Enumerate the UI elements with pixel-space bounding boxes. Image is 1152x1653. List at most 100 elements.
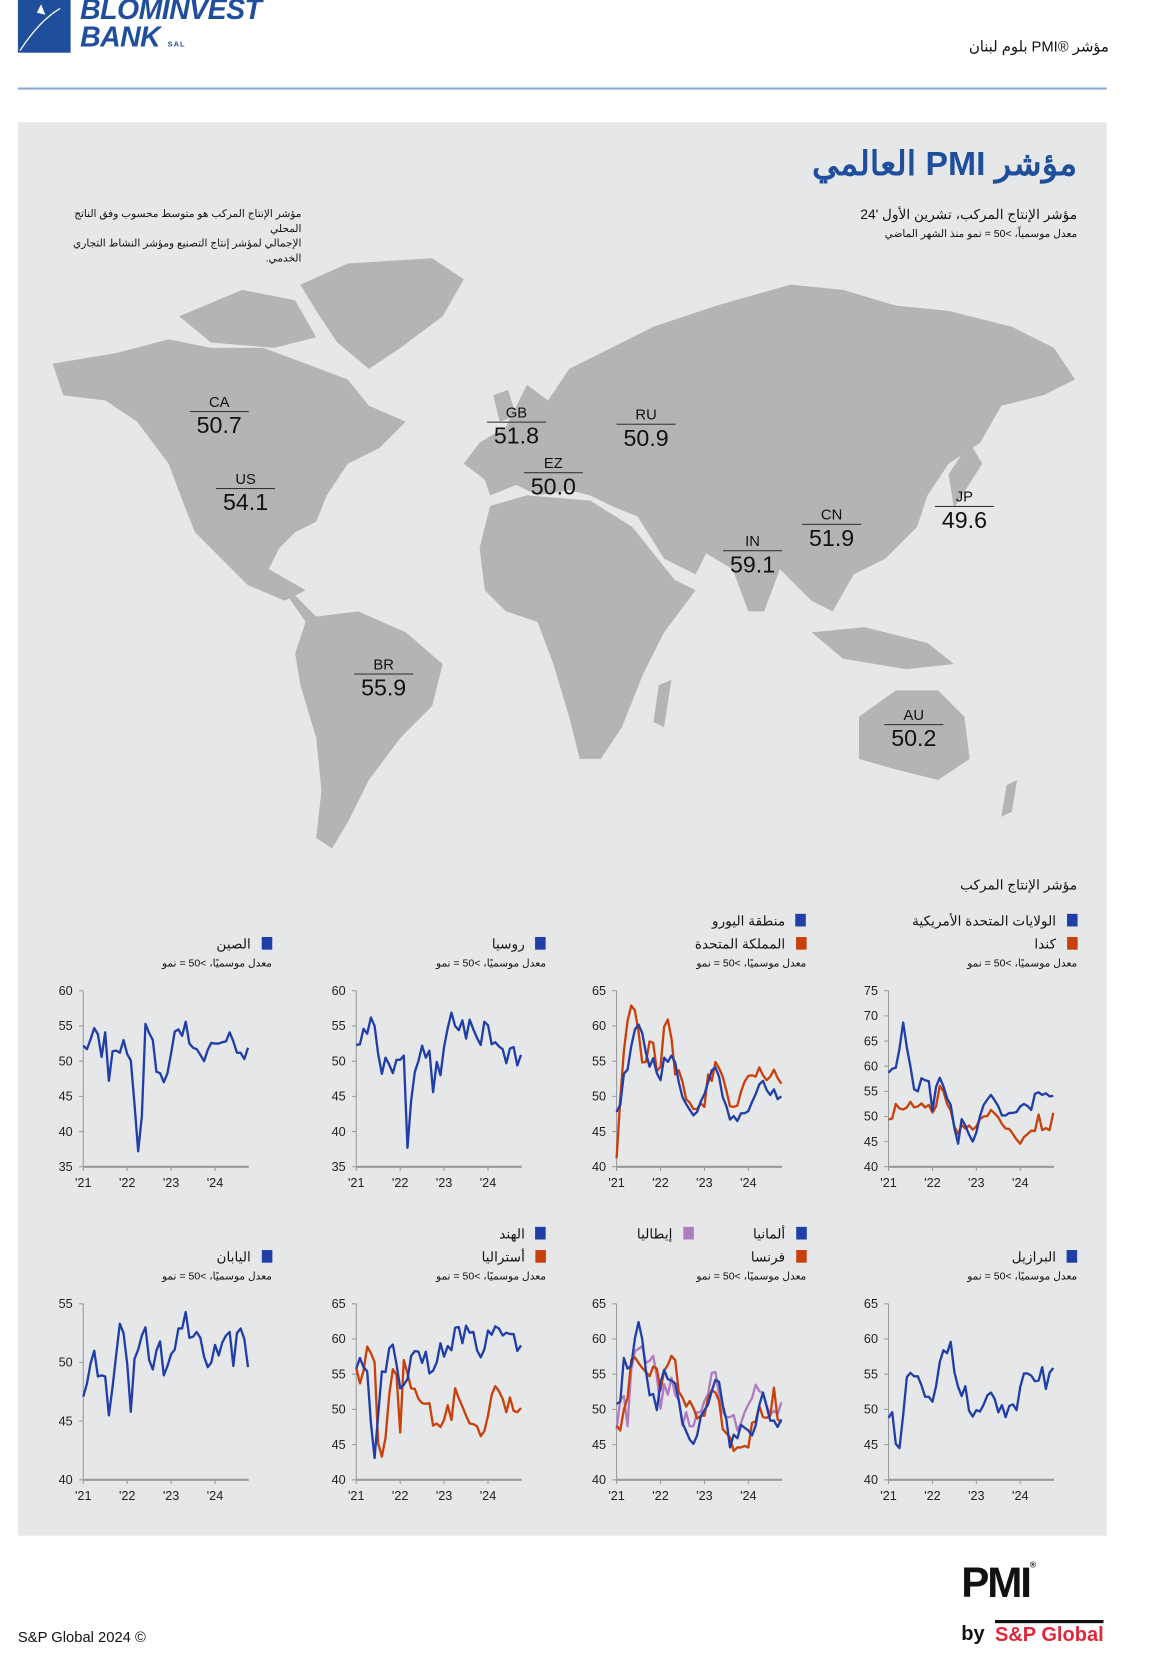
y-tick-label: 35 — [332, 1160, 346, 1174]
world-map — [52, 258, 1076, 849]
logo-arrow-icon — [19, 4, 61, 51]
map-australia — [859, 690, 970, 780]
report-name: مؤشر ®PMI بلوم لبنان — [968, 37, 1109, 55]
country-code: JP — [934, 489, 994, 507]
legend-label: ألمانيا — [753, 1225, 786, 1242]
y-tick-label: 40 — [332, 1125, 346, 1139]
country-code: RU — [616, 406, 676, 425]
country-code: GB — [486, 404, 546, 423]
x-tick-label: '22 — [119, 1489, 135, 1503]
legend-swatch — [795, 1250, 807, 1263]
y-tick-label: 55 — [864, 1085, 878, 1099]
map-south-america — [268, 569, 443, 849]
x-tick-label: '21 — [348, 1489, 364, 1503]
legend-label: الهند — [499, 1225, 525, 1242]
legend-item: روسيا — [492, 936, 546, 953]
map-japan — [948, 442, 983, 509]
x-tick-label: '24 — [480, 1176, 496, 1190]
series-line — [887, 1340, 1055, 1450]
map-canada-islands — [179, 289, 317, 348]
y-tick-label: 40 — [864, 1473, 878, 1487]
x-tick-label: '22 — [652, 1176, 668, 1190]
country-code: BR — [354, 656, 414, 675]
country-code: EZ — [523, 455, 583, 474]
legend-item: المملكة المتحدة — [695, 936, 807, 953]
legend-swatch — [795, 913, 807, 927]
y-tick-label: 50 — [332, 1054, 346, 1068]
y-tick-label: 40 — [332, 1473, 346, 1487]
pmi-value: 51.9 — [809, 524, 855, 552]
y-tick-label: 60 — [332, 984, 346, 998]
legend-label: أستراليا — [481, 1248, 525, 1265]
legend-item: إيطاليا — [637, 1226, 694, 1243]
line-chart: 40 45 50 55 60 65 '21 '22 '23 '24 — [864, 1297, 1055, 1503]
y-tick-label: 45 — [59, 1090, 73, 1104]
y-tick-label: 45 — [864, 1135, 878, 1149]
map-madagascar — [653, 679, 672, 728]
line-chart: 35 40 45 50 55 60 '21 '22 '23 '24 — [59, 984, 250, 1190]
legend-item: الولايات المتحدة الأمريكية — [912, 913, 1078, 930]
x-tick-label: '21 — [608, 1489, 624, 1503]
line-chart: 40 45 50 55 60 65 '21 '22 '23 '24 — [592, 1297, 783, 1503]
y-tick-label: 55 — [592, 1054, 606, 1068]
x-tick-label: '21 — [880, 1176, 896, 1190]
legend-swatch — [795, 937, 807, 950]
y-tick-label: 55 — [332, 1367, 346, 1381]
legend-label: الصين — [216, 935, 251, 952]
legend-label: فرنسا — [750, 1248, 786, 1265]
logo-suffix: SAL — [167, 41, 186, 49]
x-tick-label: '24 — [740, 1176, 756, 1190]
legend-label: اليابان — [216, 1248, 251, 1265]
pmi-value: 59.1 — [729, 551, 776, 578]
map-north-america — [52, 339, 406, 601]
y-tick-label: 50 — [864, 1110, 878, 1124]
line-chart: 40 45 50 55 60 65 70 75 '21 '22 '23 '24 — [864, 984, 1055, 1190]
line-chart: 40 45 50 55 '21 '22 '23 '24 — [59, 1297, 250, 1503]
x-tick-label: '24 — [740, 1489, 756, 1503]
by-label: by — [961, 1623, 985, 1646]
y-tick-label: 55 — [59, 1019, 73, 1033]
legend-item: اليابان — [216, 1248, 272, 1266]
note-line-2: الإجمالي لمؤشر إنتاج التصنيع ومؤشر النشا… — [73, 238, 302, 265]
chart-subtitle: معدل موسميًا، >50 = نمو — [967, 1271, 1078, 1283]
x-tick-label: '23 — [696, 1489, 712, 1503]
map-label-ez: EZ 50.0 — [523, 455, 583, 500]
legend-swatch — [261, 937, 272, 950]
legend-label: البرازيل — [1011, 1248, 1057, 1265]
note-line-1: مؤشر الإنتاج المركب هو متوسط محسوب وفق ا… — [74, 208, 302, 236]
x-tick-label: '23 — [436, 1489, 452, 1503]
y-tick-label: 50 — [864, 1403, 878, 1417]
pmi-value: 49.6 — [941, 506, 987, 534]
map-label-au: AU 50.2 — [884, 707, 944, 752]
y-tick-label: 45 — [592, 1125, 606, 1139]
y-tick-label: 45 — [332, 1090, 346, 1104]
pmi-value: 55.9 — [361, 674, 407, 701]
series-line — [356, 1011, 523, 1149]
pmi-value: 50.2 — [891, 725, 937, 752]
map-africa — [479, 495, 696, 759]
y-tick-label: 45 — [59, 1414, 73, 1428]
legend-swatch — [1066, 913, 1078, 927]
legend-label: كندا — [1034, 935, 1057, 952]
logo-text: BLOMINVEST BANK SAL — [80, 0, 262, 59]
line-chart: 40 45 50 55 60 65 '21 '22 '23 '24 — [592, 984, 783, 1190]
y-tick-label: 40 — [864, 1160, 878, 1174]
y-tick-label: 45 — [332, 1438, 346, 1452]
x-tick-label: '24 — [207, 1176, 223, 1190]
y-tick-label: 65 — [592, 1297, 606, 1311]
x-tick-label: '22 — [652, 1489, 668, 1503]
y-tick-label: 50 — [332, 1403, 346, 1417]
pmi-value: 51.8 — [493, 422, 540, 450]
y-tick-label: 65 — [864, 1297, 878, 1311]
x-tick-label: '22 — [392, 1489, 408, 1503]
composite-note: مؤشر الإنتاج المركب هو متوسط محسوب وفق ا… — [48, 208, 301, 267]
legend-item: البرازيل — [1011, 1248, 1078, 1266]
x-tick-label: '22 — [924, 1489, 940, 1503]
x-tick-label: '21 — [880, 1489, 896, 1503]
x-tick-label: '23 — [163, 1489, 179, 1503]
country-code: AU — [884, 707, 944, 726]
y-tick-label: 40 — [59, 1473, 73, 1487]
map-label-ru: RU 50.9 — [616, 406, 676, 452]
map-label-jp: JP 49.6 — [934, 489, 994, 534]
